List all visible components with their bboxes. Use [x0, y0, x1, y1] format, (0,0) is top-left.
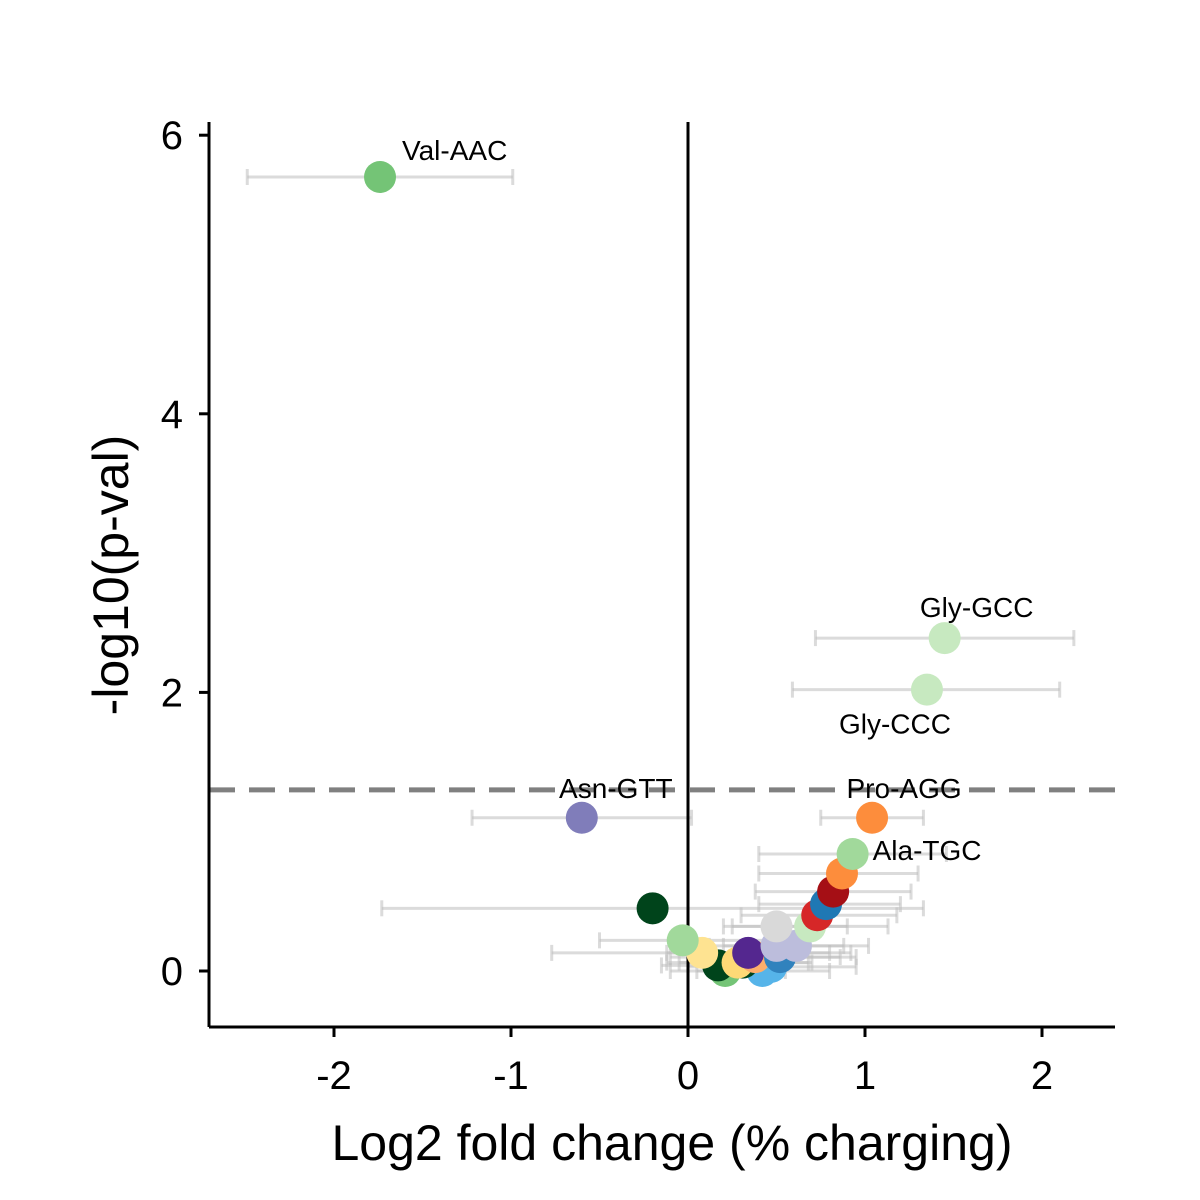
y-tick-label: 2	[161, 671, 183, 715]
y-tick-label: 4	[161, 393, 183, 437]
x-tick-label: -1	[493, 1054, 529, 1098]
x-tick-label: 1	[854, 1054, 876, 1098]
point-label: Pro-AGG	[847, 773, 962, 804]
x-tick-label: -2	[316, 1054, 352, 1098]
x-axis-title: Log2 fold change (% charging)	[331, 1115, 1012, 1171]
x-ticks: -2 -1 0 1 2	[316, 1027, 1053, 1098]
y-axis-title: -log10(p-val)	[83, 435, 139, 716]
data-point	[910, 673, 943, 706]
data-point	[732, 936, 765, 969]
data-point	[636, 892, 669, 925]
y-tick-label: 6	[161, 114, 183, 158]
data-point	[364, 160, 397, 193]
data-point	[666, 924, 699, 957]
x-tick-label: 2	[1031, 1054, 1053, 1098]
point-label: Ala-TGC	[873, 835, 982, 866]
point-label: Val-AAC	[402, 135, 507, 166]
point-labels: Val-AAC Gly-GCC Gly-CCC Asn-GTT Pro-AGG Ala-T…	[402, 135, 1033, 866]
y-tick-label: 0	[161, 950, 183, 994]
data-point	[856, 801, 889, 834]
data-point	[928, 622, 961, 655]
data-point	[836, 837, 869, 870]
point-label: Gly-CCC	[839, 709, 951, 740]
data-point	[760, 910, 793, 943]
x-tick-label: 0	[677, 1054, 699, 1098]
point-label: Asn-GTT	[559, 773, 673, 804]
data-points	[364, 160, 961, 987]
point-label: Gly-GCC	[920, 592, 1034, 623]
y-ticks: 0 2 4 6	[161, 114, 209, 994]
data-point	[565, 801, 598, 834]
axes: -2 -1 0 1 2 0 2 4 6	[161, 114, 1115, 1098]
